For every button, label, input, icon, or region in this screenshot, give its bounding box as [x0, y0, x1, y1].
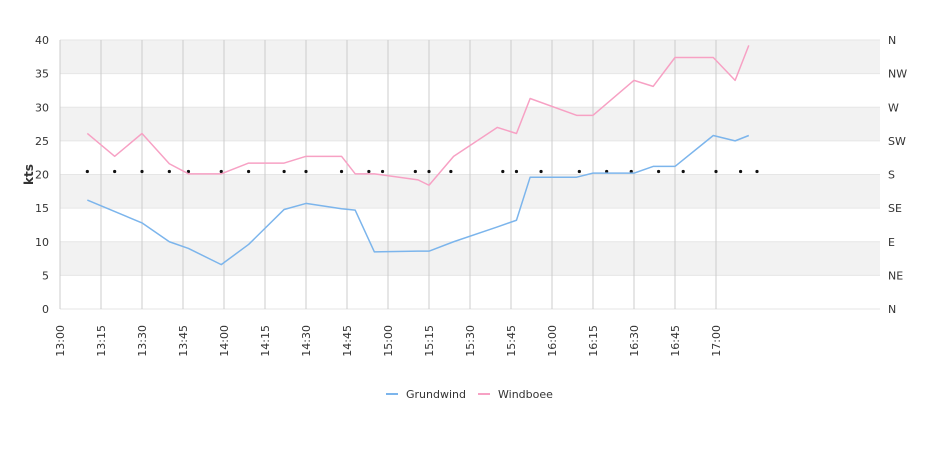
direction-marker: [247, 169, 251, 174]
x-tick-label: 16:15: [587, 325, 600, 357]
legend-label-grundwind: Grundwind: [406, 388, 466, 401]
series-line-grundwind: [87, 134, 750, 266]
x-tick-label: 15:00: [382, 325, 395, 357]
direction-marker: [282, 169, 286, 174]
direction-marker: [219, 169, 223, 174]
y-tick-label: 15: [35, 202, 49, 215]
direction-marker: [85, 169, 89, 174]
direction-marker: [514, 169, 519, 174]
legend-label-windboee: Windboee: [498, 388, 553, 401]
direction-marker: [186, 169, 191, 174]
y-tick-label: 5: [42, 269, 49, 282]
series-line-windboee: [86, 45, 750, 187]
y-tick-label: 20: [35, 169, 49, 182]
y-axis-title: kts: [22, 164, 36, 185]
y-tick-label: 40: [35, 34, 49, 47]
direction-marker: [167, 169, 171, 174]
direction-marker: [367, 169, 371, 174]
x-tick-label: 17:00: [710, 325, 723, 357]
direction-marker: [413, 169, 417, 174]
direction-marker: [501, 169, 505, 174]
direction-marker: [739, 169, 743, 174]
x-tick-label: 14:30: [300, 325, 313, 357]
x-tick-label: 13:15: [95, 325, 108, 357]
direction-tick-label: N: [888, 34, 896, 47]
direction-tick-label: SE: [888, 202, 902, 215]
x-tick-label: 14:00: [218, 325, 231, 357]
y-tick-label: 25: [35, 135, 49, 148]
direction-tick-label: S: [888, 169, 895, 182]
direction-marker: [539, 169, 543, 174]
direction-marker: [449, 169, 453, 174]
x-tick-label: 16:00: [546, 325, 559, 357]
y-tick-label: 35: [35, 68, 49, 81]
direction-marker: [380, 169, 385, 174]
direction-marker: [140, 169, 144, 174]
y-tick-label: 0: [42, 303, 49, 316]
direction-tick-label: E: [888, 236, 895, 249]
direction-tick-label: SW: [888, 135, 906, 148]
x-tick-label: 15:45: [505, 325, 518, 357]
x-tick-label: 13:30: [136, 325, 149, 357]
direction-tick-label: N: [888, 303, 896, 316]
x-tick-label: 14:45: [341, 325, 354, 357]
x-tick-label: 13:45: [177, 325, 190, 357]
direction-marker: [427, 169, 431, 174]
direction-marker: [714, 169, 718, 174]
x-tick-label: 14:15: [259, 325, 272, 357]
direction-marker: [339, 169, 344, 174]
direction-tick-label: NW: [888, 68, 907, 81]
direction-marker: [755, 169, 759, 174]
direction-marker: [629, 169, 633, 174]
y-tick-label: 10: [35, 236, 49, 249]
direction-marker: [577, 169, 581, 174]
direction-marker: [657, 169, 661, 174]
direction-tick-label: W: [888, 101, 899, 114]
x-tick-label: 15:30: [464, 325, 477, 357]
x-tick-label: 16:30: [628, 325, 641, 357]
direction-marker: [605, 169, 609, 174]
y-tick-label: 30: [35, 101, 49, 114]
x-tick-label: 16:45: [669, 325, 682, 357]
x-tick-label: 15:15: [423, 325, 436, 357]
direction-tick-label: NE: [888, 269, 903, 282]
direction-marker: [113, 169, 117, 174]
direction-marker: [304, 169, 308, 174]
x-tick-label: 13:00: [54, 325, 67, 357]
direction-marker: [681, 169, 685, 174]
